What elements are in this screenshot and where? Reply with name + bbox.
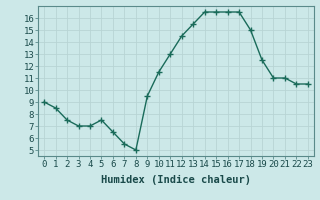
X-axis label: Humidex (Indice chaleur): Humidex (Indice chaleur) (101, 175, 251, 185)
